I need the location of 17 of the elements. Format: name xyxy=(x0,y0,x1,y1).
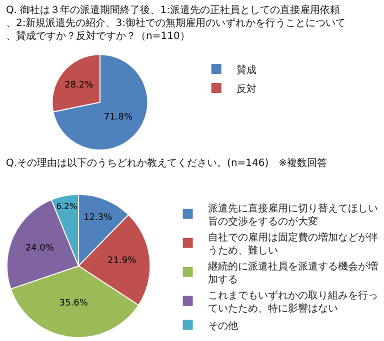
data-label: 24.0% xyxy=(25,243,54,254)
legend-label: 反対 xyxy=(236,82,256,95)
data-label: 12.3% xyxy=(84,212,113,223)
data-label: 6.2% xyxy=(56,200,78,211)
pie-slice xyxy=(52,54,148,150)
chart-title: Q.その理由は以下のうちどれか教えてください。(n=146) ※複数回答 xyxy=(6,157,328,169)
data-label: 28.2% xyxy=(64,80,94,90)
legend-label: その他 xyxy=(208,320,238,332)
chart-title: Q. 御社は３年の派遣期間終了後、1:派遣先の正社員としての直接雇用依頼、2:新規派遣先の紹介、3:御社での無期雇用のいずれかを行うことについて、賛成ですか？反対ですか？（n=110） xyxy=(6,4,346,42)
legend-label: これまでもいずれかの取り組みを行っていたため、特に影響はない xyxy=(208,289,378,314)
data-label: 21.9% xyxy=(108,256,137,266)
legend-label: 自社での雇用は固定費の増加などが伴うため、難しい xyxy=(208,231,378,256)
data-label: 71.8% xyxy=(104,112,133,122)
data-label: 35.6% xyxy=(59,298,88,308)
legend-label: 継続的に派遣社員を派遣する機会が増加する xyxy=(206,260,378,286)
legend-label: 派遣先に直接雇用に切り替えてほしい旨の交渉をするのが大変 xyxy=(208,202,378,228)
legend-label: 賛成 xyxy=(236,64,256,76)
